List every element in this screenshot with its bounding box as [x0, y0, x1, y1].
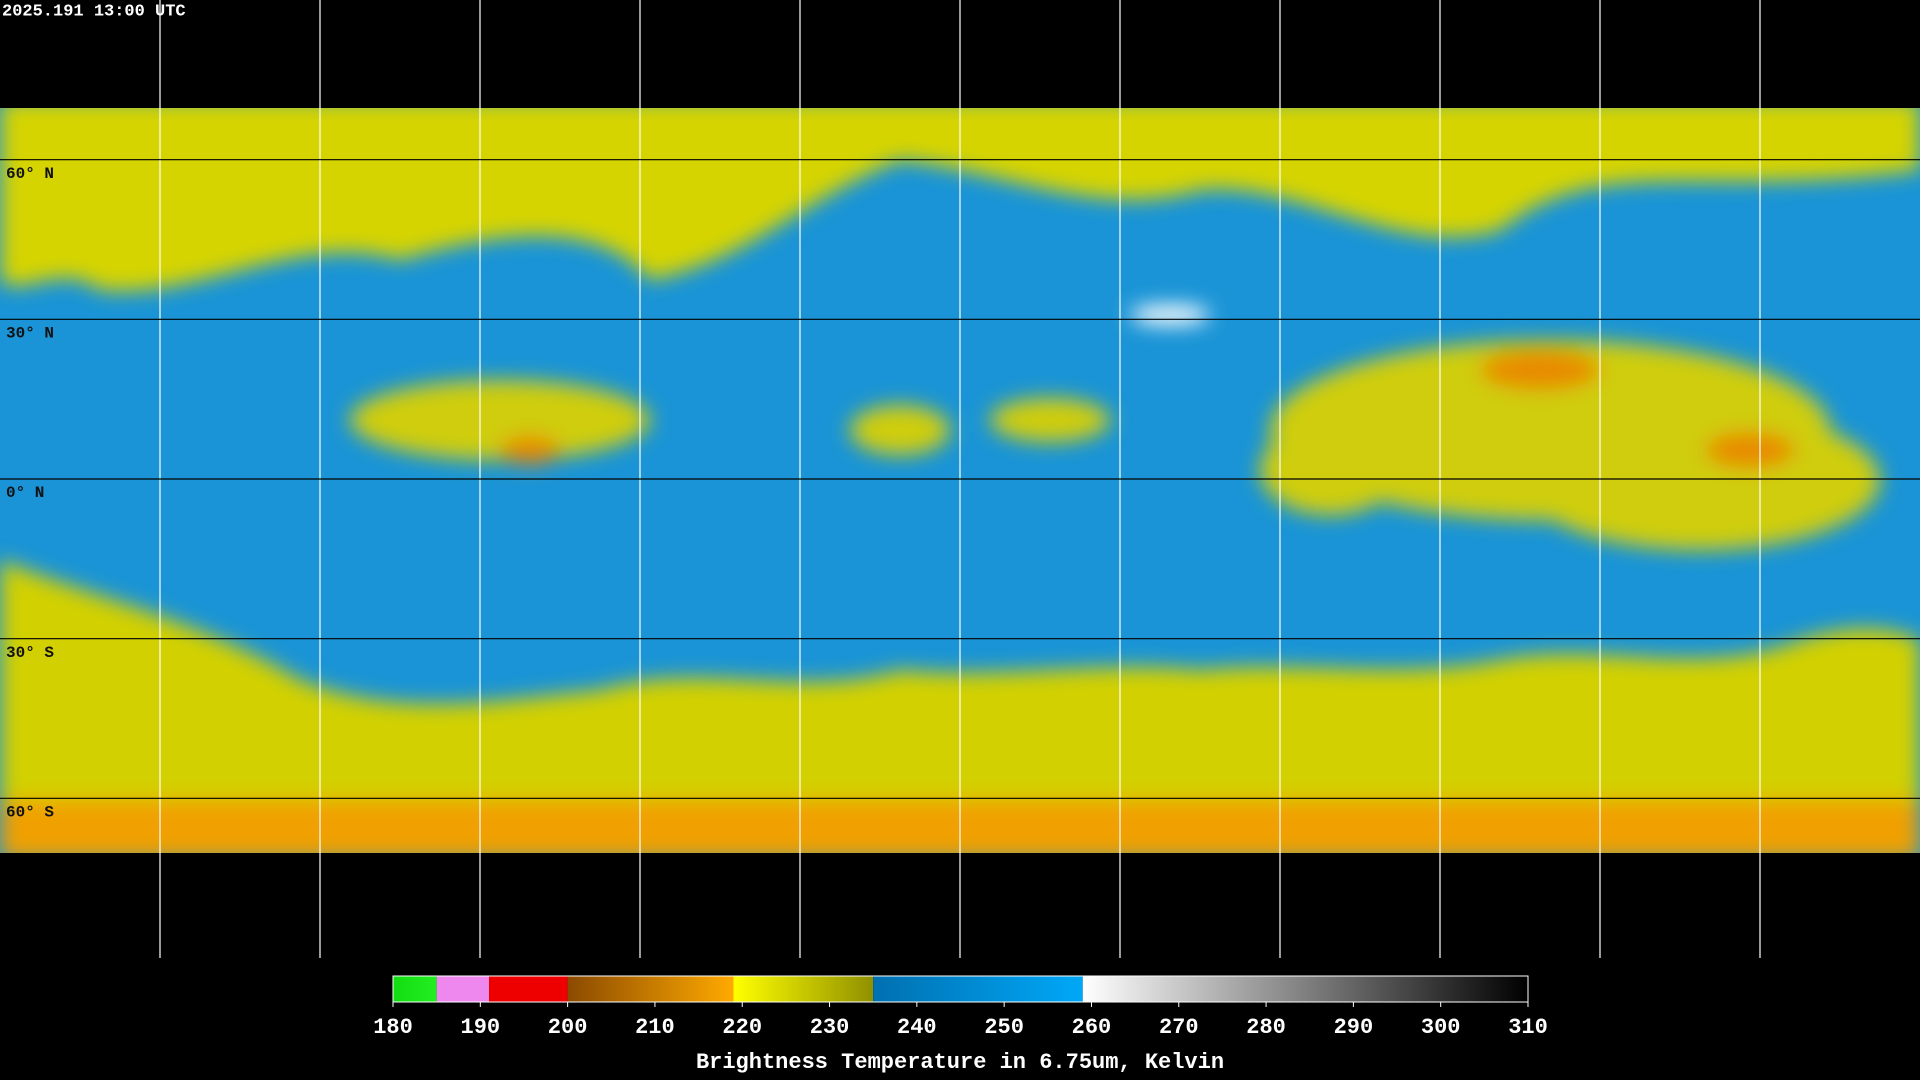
colorbar-tick-label: 250 [984, 1015, 1024, 1040]
timestamp: 2025.191 13:00 UTC [2, 2, 186, 21]
colorbar-tick-label: 290 [1334, 1015, 1374, 1040]
colorbar-tick-label: 210 [635, 1015, 675, 1040]
colorbar-tick-label: 240 [897, 1015, 937, 1040]
latitude-label: 30° S [6, 644, 54, 662]
colorbar-tick-label: 230 [810, 1015, 850, 1040]
colorbar-segment [567, 976, 734, 1002]
central-america-convection [350, 380, 650, 460]
africa-convection [990, 398, 1110, 442]
colorbar-tick-label: 200 [548, 1015, 588, 1040]
cold-cloud-top [1705, 432, 1795, 468]
colorbar-segment [1082, 976, 1528, 1002]
colorbar-tick-label: 310 [1508, 1015, 1548, 1040]
colorbar-tick-label: 300 [1421, 1015, 1461, 1040]
colorbar-segment [393, 976, 437, 1002]
indian-ocean-convection [1260, 425, 1400, 515]
cold-cloud-top [500, 436, 560, 464]
graticule: 60° N 30° N 0° N 30° S 60° S [0, 0, 1920, 958]
latitude-label: 60° S [6, 804, 54, 822]
colorbar: 180 190 200 210 220 230 240 250 260 270 280 290 300 3… [373, 975, 1548, 1040]
latitude-label: 60° N [6, 165, 54, 183]
pacific-convection [1520, 410, 1880, 550]
colorbar-tick-label: 220 [722, 1015, 762, 1040]
colorbar-tick-label: 270 [1159, 1015, 1199, 1040]
africa-convection [850, 405, 950, 455]
colorbar-frame [392, 975, 1529, 1003]
colorbar-tick-label: 180 [373, 1015, 413, 1040]
colorbar-tick-label: 190 [461, 1015, 501, 1040]
colorbar-title: Brightness Temperature in 6.75um, Kelvin [696, 1050, 1224, 1075]
colorbar-segment [436, 976, 490, 1002]
cold-cloud-top [1480, 350, 1600, 390]
latitude-label: 0° N [6, 484, 44, 502]
dry-air-region [1130, 305, 1210, 325]
colorbar-tick-label: 280 [1246, 1015, 1286, 1040]
colorbar-segment [489, 976, 568, 1002]
colorbar-segment [873, 976, 1083, 1002]
latitude-label: 30° N [6, 325, 54, 343]
colorbar-segment [733, 976, 874, 1002]
colorbar-tick-label: 260 [1072, 1015, 1112, 1040]
